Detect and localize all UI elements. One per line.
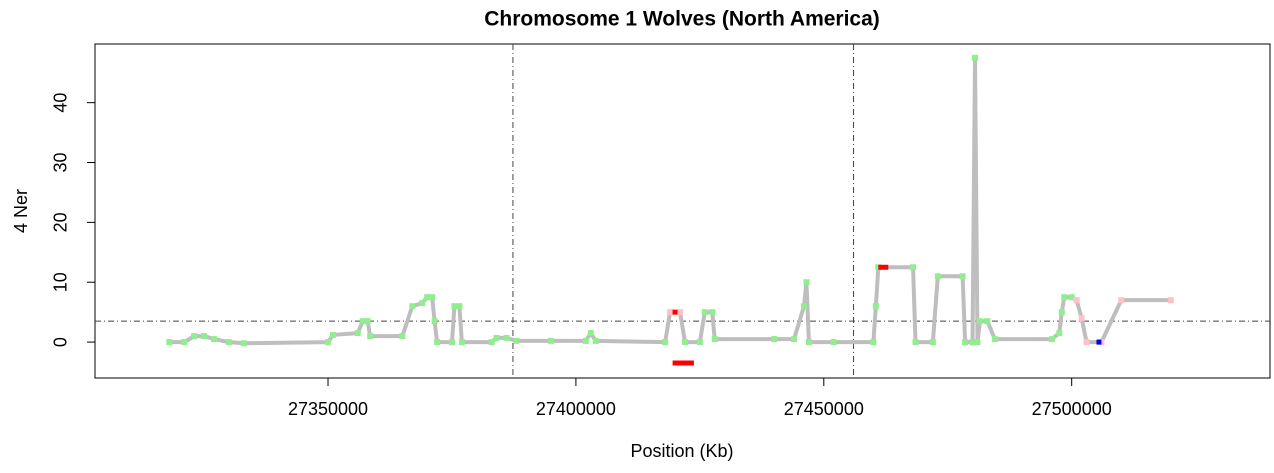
- data-point: [1078, 315, 1085, 322]
- data-point: [587, 330, 594, 337]
- data-point: [448, 339, 455, 346]
- y-tick-label: 0: [51, 337, 71, 347]
- data-point: [409, 303, 416, 310]
- data-point: [458, 339, 465, 346]
- x-tick-label: 27450000: [784, 399, 864, 419]
- data-point: [503, 334, 510, 341]
- data-point: [870, 339, 877, 346]
- plot-frame: [94, 43, 1271, 379]
- data-point: [225, 339, 232, 346]
- data-point: [910, 264, 917, 271]
- data-point: [991, 336, 998, 343]
- data-point: [1061, 294, 1068, 301]
- data-point: [974, 339, 981, 346]
- data-point: [771, 336, 778, 343]
- data-point: [976, 318, 983, 325]
- data-point: [929, 339, 936, 346]
- y-tick-label: 10: [51, 272, 71, 292]
- data-point: [791, 336, 798, 343]
- data-point: [969, 339, 976, 346]
- data-point: [696, 339, 703, 346]
- data-point: [1048, 336, 1055, 343]
- data-point: [181, 339, 188, 346]
- x-tick-label: 27350000: [288, 399, 368, 419]
- chart-title: Chromosome 1 Wolves (North America): [484, 8, 880, 31]
- data-point: [709, 309, 716, 316]
- data-point: [359, 318, 366, 325]
- x-tick-label: 27500000: [1032, 399, 1112, 419]
- data-point: [513, 337, 520, 344]
- data-point: [210, 336, 217, 343]
- data-point: [582, 337, 589, 344]
- data-point: [959, 273, 966, 280]
- x-axis-label: Position (Kb): [630, 441, 733, 461]
- data-point: [166, 339, 173, 346]
- data-point: [1167, 297, 1174, 304]
- data-point: [399, 333, 406, 340]
- data-point: [872, 303, 879, 310]
- data-point: [1056, 330, 1063, 337]
- data-point: [830, 339, 837, 346]
- data-point: [367, 333, 374, 340]
- data-point: [240, 340, 247, 347]
- data-point: [431, 318, 438, 325]
- data-point: [667, 309, 674, 316]
- data-point: [592, 337, 599, 344]
- data-point: [424, 294, 431, 301]
- data-point: [934, 273, 941, 280]
- data-point: [456, 303, 463, 310]
- data-point: [800, 303, 807, 310]
- data-point: [451, 303, 458, 310]
- data-point: [548, 337, 555, 344]
- data-point: [962, 339, 969, 346]
- data-point: [805, 339, 812, 346]
- data-point: [1058, 309, 1065, 316]
- data-point: [329, 331, 336, 338]
- data-point: [662, 339, 669, 346]
- data-point: [191, 333, 198, 340]
- series-line: [169, 57, 1171, 346]
- y-tick-label: 20: [51, 212, 71, 232]
- y-axis-label: 4 Ner: [11, 189, 31, 233]
- data-point: [354, 330, 361, 337]
- data-point: [711, 336, 718, 343]
- data-point: [972, 54, 979, 61]
- y-tick-label: 30: [51, 153, 71, 173]
- data-point: [803, 279, 810, 286]
- data-point: [364, 318, 371, 325]
- data-point: [681, 339, 688, 346]
- data-point: [1083, 339, 1090, 346]
- data-point: [1118, 297, 1125, 304]
- data-point: [325, 339, 332, 346]
- data-point: [701, 309, 708, 316]
- data-point: [984, 318, 991, 325]
- data-point: [677, 309, 684, 316]
- x-tick-label: 27400000: [536, 399, 616, 419]
- data-point: [429, 294, 436, 301]
- data-point: [434, 339, 441, 346]
- data-point: [419, 300, 426, 307]
- y-tick-label: 40: [51, 93, 71, 113]
- data-point: [201, 333, 208, 340]
- data-point: [488, 339, 495, 346]
- data-point: [1073, 297, 1080, 304]
- data-point: [1068, 294, 1075, 301]
- data-point: [493, 334, 500, 341]
- data-point: [912, 339, 919, 346]
